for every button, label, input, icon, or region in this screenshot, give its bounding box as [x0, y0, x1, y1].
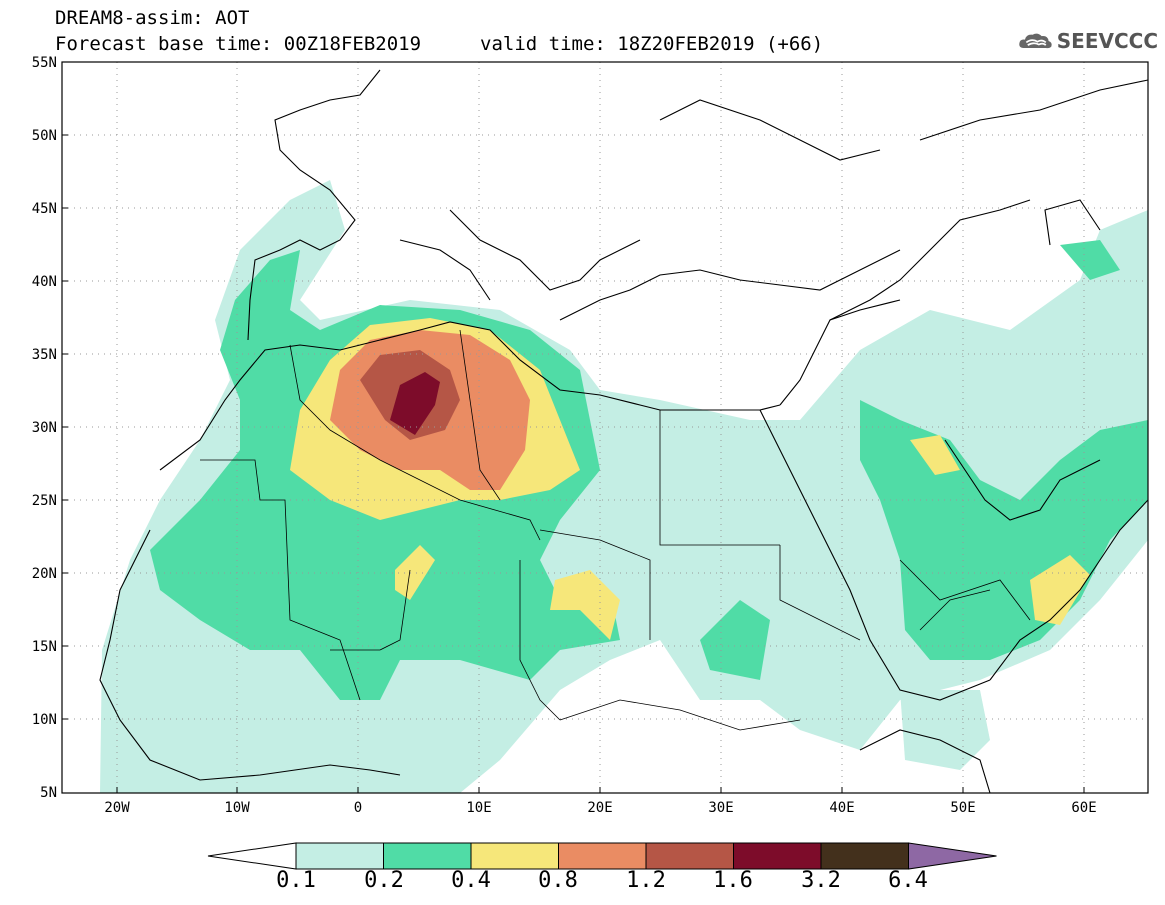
aot-contour-0.4-chad [550, 570, 620, 640]
lon-label: 60E [1071, 800, 1096, 816]
aot-contour-0.2-north [1060, 240, 1120, 280]
seevccc-logo: SEEVCCC [1018, 25, 1158, 57]
lon-label: 20E [587, 800, 612, 816]
lat-label: 50N [32, 128, 57, 144]
lon-label: 10E [466, 800, 491, 816]
lat-label: 35N [32, 347, 57, 363]
colorbar-segment [295, 842, 384, 870]
tick-marks [62, 61, 1085, 794]
valid-time: valid time: 18Z20FEB2019 (+66) [480, 33, 824, 55]
forecast-base-time: Forecast base time: 00Z18FEB2019 [55, 33, 422, 55]
longitude-labels: 20W 10W 0 10E 20E 30E 40E 50E 60E [104, 800, 1096, 816]
colorbar-over-triangle [908, 842, 997, 870]
lat-label: 55N [32, 55, 57, 71]
logo-text: SEEVCCC [1056, 29, 1158, 53]
aot-contour-0.4-oman [1030, 555, 1090, 625]
country-borders [200, 329, 1031, 731]
colorbar-segment [733, 842, 822, 870]
lat-label: 40N [32, 274, 57, 290]
lat-label: 10N [32, 712, 57, 728]
lon-label: 0 [354, 800, 362, 816]
colorbar-label: 1.2 [626, 868, 666, 893]
aot-contour-0.1-east [900, 690, 990, 770]
lat-label: 20N [32, 566, 57, 582]
lon-label: 10W [224, 800, 250, 816]
colorbar-label: 0.8 [538, 868, 578, 893]
colorbar-segment [645, 842, 734, 870]
colorbar-label: 0.2 [364, 868, 404, 893]
lat-label: 5N [40, 785, 57, 801]
lat-label: 15N [32, 639, 57, 655]
coastlines [99, 69, 1148, 793]
colorbar-under-triangle [207, 842, 297, 870]
colorbar-label: 6.4 [888, 868, 928, 893]
aot-contour-0.4-niger [395, 545, 435, 600]
lon-label: 30E [708, 800, 733, 816]
colorbar-segment [558, 842, 647, 870]
aot-field [100, 180, 1148, 793]
lon-label: 50E [950, 800, 975, 816]
colorbar-segment [820, 842, 909, 870]
map-title: DREAM8-assim: AOT [55, 7, 250, 29]
aot-contour-1.6 [390, 372, 440, 435]
colorbar [207, 842, 997, 870]
colorbar-segment [383, 842, 472, 870]
lon-label: 20W [104, 800, 130, 816]
latitude-labels: 55N 50N 45N 40N 35N 30N 25N 20N 15N 10N … [32, 55, 57, 801]
aot-contour-0.2-sudan [700, 600, 770, 680]
map-grid [62, 62, 1148, 793]
colorbar-label: 3.2 [801, 868, 841, 893]
colorbar-label: 0.4 [451, 868, 491, 893]
colorbar-label: 1.6 [713, 868, 753, 893]
colorbar-segment [470, 842, 559, 870]
colorbar-label: 0.1 [276, 868, 316, 893]
lat-label: 25N [32, 493, 57, 509]
aot-contour-0.4-gulf [910, 435, 960, 475]
lon-label: 40E [829, 800, 854, 816]
lat-label: 30N [32, 420, 57, 436]
lat-label: 45N [32, 201, 57, 217]
cloud-icon [1019, 33, 1052, 49]
